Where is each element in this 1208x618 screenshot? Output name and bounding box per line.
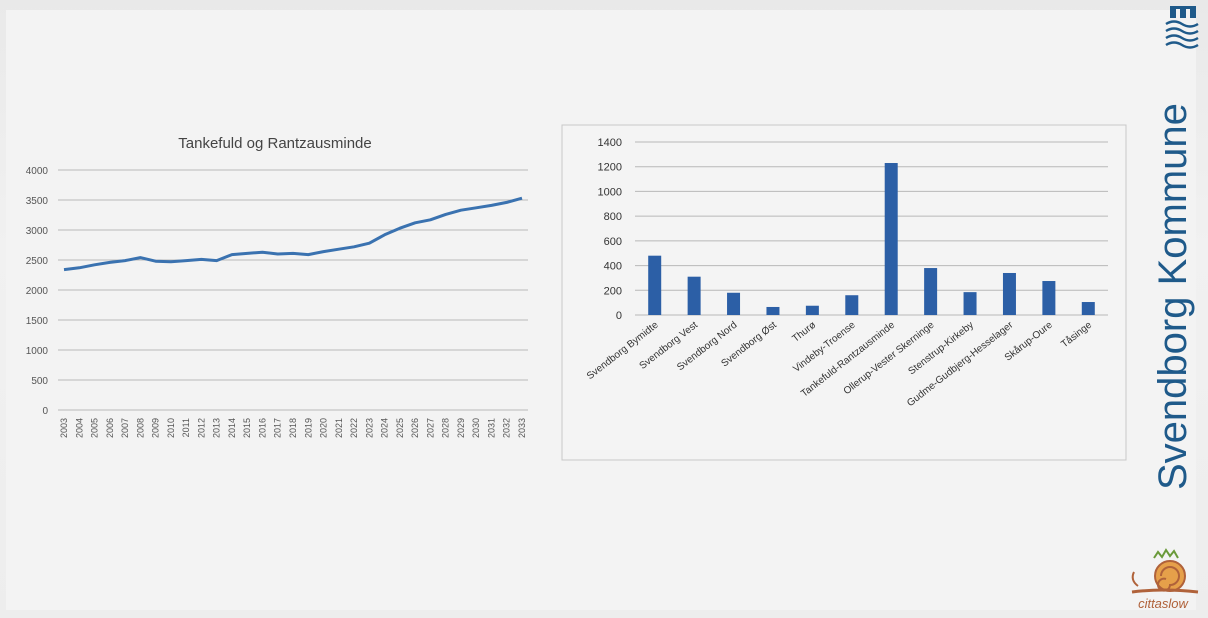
line-chart-xtick-label: 2008 [135, 418, 145, 438]
line-chart-ytick-label: 2000 [26, 286, 49, 297]
line-chart-xtick-label: 2006 [105, 418, 115, 438]
bar-chart-bar [766, 306, 780, 315]
bar-chart-bar [845, 295, 859, 315]
line-chart-xtick-label: 2019 [303, 418, 313, 438]
bar-chart-ytick-label: 800 [604, 211, 622, 223]
line-chart-xtick-label: 2010 [166, 418, 176, 438]
line-chart-xtick-label: 2025 [395, 418, 405, 438]
bar-chart-bar [1002, 272, 1016, 315]
bar-chart-frame [561, 124, 1127, 461]
line-chart-xtick-label: 2016 [257, 418, 267, 438]
line-chart-ytick-label: 3500 [26, 196, 49, 207]
line-chart-ytick-label: 0 [42, 406, 48, 417]
bar-chart-ytick-label: 1000 [598, 186, 622, 198]
line-chart-title: Tankefuld og Rantzausminde [178, 135, 371, 152]
cittaslow-label: cittaslow [1138, 596, 1189, 611]
bar-chart-bar [924, 268, 938, 315]
bar-chart-ytick-label: 1200 [598, 162, 622, 174]
line-chart-xtick-label: 2009 [151, 418, 161, 438]
bar-chart-bar [1081, 302, 1095, 315]
bar-chart-bar [805, 305, 819, 315]
bar-chart-bar [727, 292, 741, 315]
line-chart-xtick-label: 2004 [74, 418, 84, 438]
line-chart-xtick-label: 2027 [425, 418, 435, 438]
line-chart-xtick-label: 2003 [59, 418, 69, 438]
line-chart-xtick-label: 2023 [364, 418, 374, 438]
line-chart-xtick-label: 2007 [120, 418, 130, 438]
line-chart-xtick-label: 2014 [227, 418, 237, 438]
line-chart-xtick-label: 2022 [349, 418, 359, 438]
bar-chart-bar [687, 276, 701, 315]
brand-title: Svendborg Kommune [1151, 103, 1195, 490]
line-chart-xtick-label: 2030 [471, 418, 481, 438]
line-chart-ytick-label: 1500 [26, 316, 49, 327]
line-chart-xtick-label: 2013 [212, 418, 222, 438]
bar-chart-ytick-label: 600 [604, 236, 622, 248]
line-chart-xtick-label: 2032 [502, 418, 512, 438]
line-chart-xtick-label: 2021 [334, 418, 344, 438]
line-chart-xtick-label: 2028 [441, 418, 451, 438]
bar-chart-ytick-label: 200 [604, 285, 622, 297]
line-chart-xtick-label: 2020 [319, 418, 329, 438]
bar-chart-bar [963, 292, 977, 315]
line-chart-xtick-label: 2018 [288, 418, 298, 438]
bar-chart-bar [1042, 281, 1056, 315]
line-chart-ytick-label: 4000 [26, 166, 49, 177]
line-chart-xtick-label: 2012 [196, 418, 206, 438]
line-chart-xtick-label: 2017 [273, 418, 283, 438]
line-chart-ytick-label: 500 [31, 376, 48, 387]
line-chart-xtick-label: 2026 [410, 418, 420, 438]
line-chart-xtick-label: 2015 [242, 418, 252, 438]
line-chart-xtick-label: 2029 [456, 418, 466, 438]
bar-chart-ytick-label: 0 [616, 310, 622, 322]
line-chart-xtick-label: 2031 [486, 418, 496, 438]
line-chart-ytick-label: 1000 [26, 346, 49, 357]
line-chart-xtick-label: 2005 [90, 418, 100, 438]
line-chart-ytick-label: 2500 [26, 256, 49, 267]
bar-chart-bar [648, 255, 662, 315]
bar-chart-ytick-label: 400 [604, 261, 622, 273]
line-chart-series-line [63, 196, 523, 272]
bar-chart-ytick-label: 1400 [598, 137, 622, 149]
line-chart-xtick-label: 2033 [517, 418, 527, 438]
line-chart-xtick-label: 2024 [380, 418, 390, 438]
line-chart-ytick-label: 3000 [26, 226, 49, 237]
line-chart-xtick-label: 2011 [181, 418, 191, 437]
bar-chart-bar [884, 163, 898, 315]
municipality-logo-icon [1165, 6, 1199, 49]
cittaslow-snail-icon: cittaslow [1131, 548, 1199, 611]
